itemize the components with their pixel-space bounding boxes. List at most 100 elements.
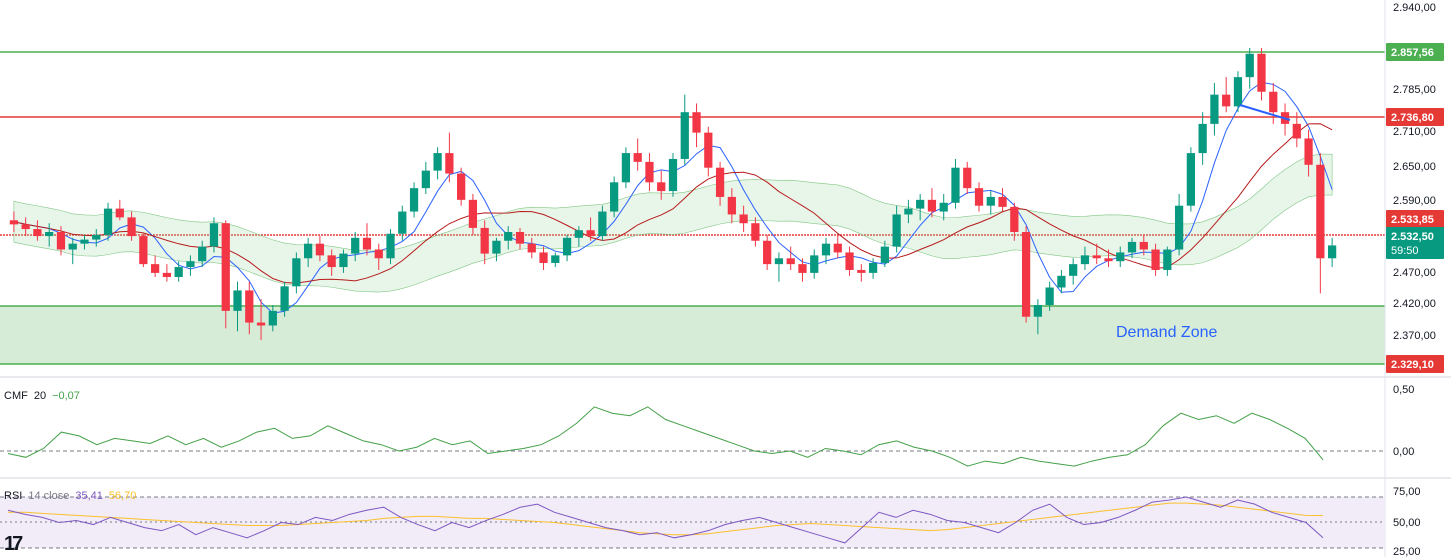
candle[interactable] xyxy=(668,153,678,197)
candle[interactable] xyxy=(727,188,736,224)
candle[interactable] xyxy=(1057,269,1066,294)
candle[interactable] xyxy=(515,227,525,250)
candle[interactable] xyxy=(56,226,66,256)
candle[interactable] xyxy=(868,258,878,279)
candle[interactable] xyxy=(798,258,807,282)
candle[interactable] xyxy=(892,205,901,253)
candle[interactable] xyxy=(974,182,984,212)
candle[interactable] xyxy=(386,229,395,265)
candle[interactable] xyxy=(409,182,419,218)
candle[interactable] xyxy=(751,217,760,247)
candle[interactable] xyxy=(904,199,913,224)
candle[interactable] xyxy=(433,147,442,180)
candle[interactable] xyxy=(221,220,230,329)
candle[interactable] xyxy=(1045,281,1054,311)
candle[interactable] xyxy=(21,217,30,237)
candle[interactable] xyxy=(1233,71,1243,113)
candle[interactable] xyxy=(103,202,113,241)
candle[interactable] xyxy=(339,249,348,273)
candle[interactable] xyxy=(1327,237,1337,268)
candle[interactable] xyxy=(198,240,207,268)
candle[interactable] xyxy=(1269,82,1278,124)
candle[interactable] xyxy=(633,138,642,171)
candle[interactable] xyxy=(916,194,925,221)
candle[interactable] xyxy=(774,252,784,282)
candle[interactable] xyxy=(527,237,536,259)
candle[interactable] xyxy=(186,255,195,276)
candle[interactable] xyxy=(457,167,466,206)
candle[interactable] xyxy=(939,194,948,221)
candle[interactable] xyxy=(1292,112,1301,148)
candle[interactable] xyxy=(1010,202,1019,241)
candle[interactable] xyxy=(280,281,289,317)
candle[interactable] xyxy=(1163,246,1172,276)
candle[interactable] xyxy=(986,191,995,215)
candle[interactable] xyxy=(692,103,701,148)
candle[interactable] xyxy=(504,226,513,250)
candle[interactable] xyxy=(468,194,478,235)
candle[interactable] xyxy=(1092,243,1101,265)
candle[interactable] xyxy=(1021,226,1031,323)
candle[interactable] xyxy=(680,94,689,165)
candle[interactable] xyxy=(162,264,172,282)
candle[interactable] xyxy=(810,249,819,279)
candle[interactable] xyxy=(833,234,842,259)
candle[interactable] xyxy=(374,243,383,270)
candle[interactable] xyxy=(857,264,866,282)
candle[interactable] xyxy=(492,237,501,262)
candle[interactable] xyxy=(245,281,254,335)
candle[interactable] xyxy=(209,217,219,253)
candle[interactable] xyxy=(1033,299,1042,335)
candle[interactable] xyxy=(715,161,725,206)
candle[interactable] xyxy=(1116,246,1125,268)
candle[interactable] xyxy=(327,249,336,276)
candle[interactable] xyxy=(315,236,325,262)
candle[interactable] xyxy=(998,188,1007,212)
rsi-legend[interactable]: RSI 14 close 35,41 56,70 xyxy=(4,490,142,502)
candle[interactable] xyxy=(845,246,854,276)
candle[interactable] xyxy=(292,252,301,294)
candle[interactable] xyxy=(927,188,937,218)
candle[interactable] xyxy=(1174,194,1184,256)
candle[interactable] xyxy=(610,176,619,218)
candle[interactable] xyxy=(45,223,54,247)
candle[interactable] xyxy=(586,217,595,241)
candle[interactable] xyxy=(80,234,89,250)
cmf-legend[interactable]: CMF 20 −0,07 xyxy=(4,390,86,402)
candle[interactable] xyxy=(115,199,124,221)
candle[interactable] xyxy=(233,281,242,332)
candle[interactable] xyxy=(963,161,972,195)
candle[interactable] xyxy=(598,205,607,241)
candle[interactable] xyxy=(621,147,631,189)
candle[interactable] xyxy=(127,211,136,241)
candle[interactable] xyxy=(351,231,360,262)
candle[interactable] xyxy=(1127,237,1137,259)
candle[interactable] xyxy=(304,237,313,268)
candle[interactable] xyxy=(268,305,277,332)
candle[interactable] xyxy=(68,237,77,265)
candle[interactable] xyxy=(139,233,148,268)
candle[interactable] xyxy=(1069,258,1078,285)
candle[interactable] xyxy=(445,132,454,183)
candle[interactable] xyxy=(539,246,548,270)
candlestick-series[interactable] xyxy=(9,47,1337,341)
candle[interactable] xyxy=(1139,234,1148,256)
candle[interactable] xyxy=(1104,249,1113,268)
candle[interactable] xyxy=(763,234,772,270)
candle[interactable] xyxy=(398,205,407,241)
candle[interactable] xyxy=(1186,147,1195,212)
candle[interactable] xyxy=(174,261,183,282)
candle[interactable] xyxy=(1245,47,1254,89)
candle[interactable] xyxy=(33,220,42,241)
candle[interactable] xyxy=(362,223,372,256)
tradingview-logo-icon[interactable]: 17 xyxy=(4,533,23,555)
candle[interactable] xyxy=(657,170,666,200)
candle[interactable] xyxy=(574,226,583,247)
candle[interactable] xyxy=(480,220,489,265)
candle[interactable] xyxy=(1080,246,1090,270)
candle[interactable] xyxy=(786,246,795,270)
candle[interactable] xyxy=(951,158,960,209)
candle[interactable] xyxy=(739,205,748,232)
candle[interactable] xyxy=(92,229,101,247)
